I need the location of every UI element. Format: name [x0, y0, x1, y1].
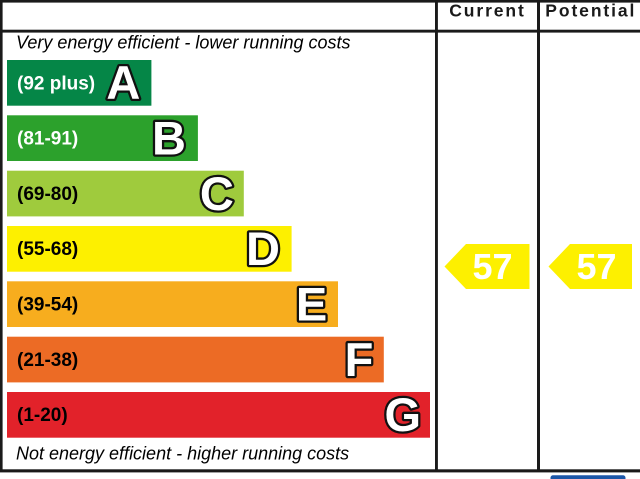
svg-text:D: D	[246, 222, 280, 275]
svg-text:(39-54): (39-54)	[17, 294, 78, 315]
svg-text:(1-20): (1-20)	[17, 405, 68, 426]
svg-text:F: F	[345, 333, 374, 386]
svg-text:(92 plus): (92 plus)	[17, 74, 95, 95]
svg-text:57: 57	[576, 246, 616, 287]
svg-text:E: E	[296, 278, 327, 331]
svg-text:Not energy efficient - higher: Not energy efficient - higher running co…	[16, 444, 349, 464]
svg-text:Very energy efficient - lower: Very energy efficient - lower running co…	[16, 33, 351, 53]
svg-text:Potential: Potential	[545, 0, 636, 20]
svg-text:57: 57	[472, 246, 512, 287]
svg-text:(21-38): (21-38)	[17, 350, 78, 371]
svg-text:B: B	[152, 112, 186, 165]
svg-text:G: G	[385, 388, 422, 441]
svg-text:A: A	[106, 56, 140, 109]
svg-text:Current: Current	[449, 0, 526, 20]
svg-text:(55-68): (55-68)	[17, 239, 78, 260]
svg-text:(81-91): (81-91)	[17, 129, 78, 150]
svg-text:(69-80): (69-80)	[17, 184, 78, 205]
svg-text:C: C	[200, 167, 234, 220]
